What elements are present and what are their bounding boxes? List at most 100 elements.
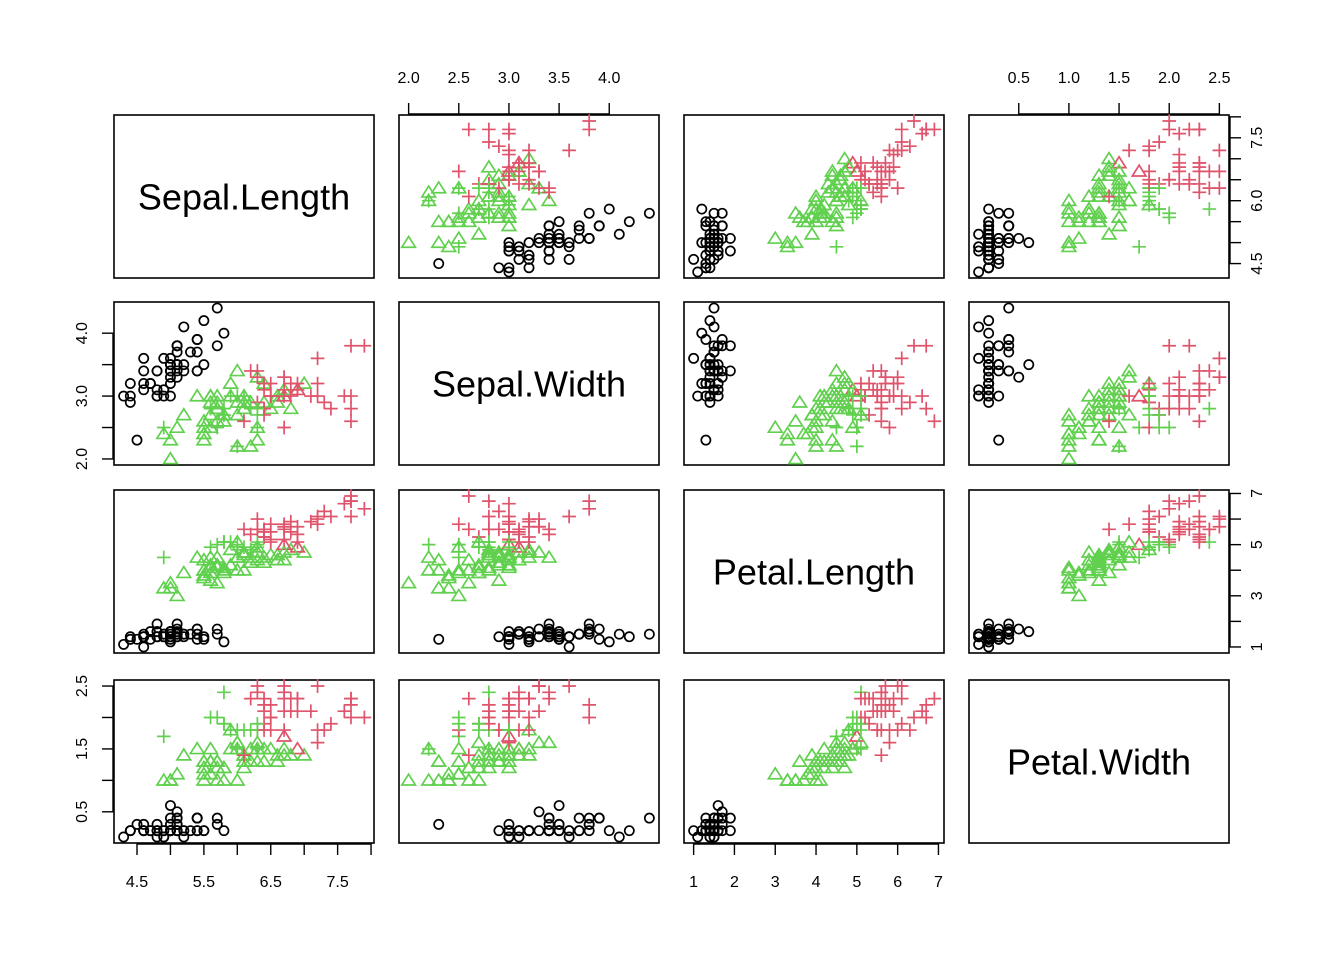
data-point [828,394,845,408]
top-tick-label-petal-width: 1.5 [1108,70,1130,87]
data-point [400,575,417,589]
data-point [480,747,498,761]
data-point [983,371,995,383]
data-point [1070,426,1088,440]
data-point [490,549,508,563]
plus-marker [854,742,868,756]
data-point [854,389,868,403]
data-point [171,346,183,358]
data-point [215,413,233,427]
circle-marker [211,340,223,352]
data-point [124,390,136,402]
triangle-marker [1100,159,1118,173]
data-point [164,800,176,811]
data-point [462,691,476,706]
circle-marker [211,623,223,635]
circle-marker [533,825,545,837]
circle-marker [164,818,176,830]
data-point [263,532,278,547]
data-point [708,340,720,352]
data-point [716,825,728,837]
data-point [171,365,183,377]
triangle-marker [795,213,813,228]
data-point [185,825,196,837]
triangle-marker [832,753,849,768]
data-point [310,376,325,391]
triangle-marker [269,552,286,566]
data-point [704,216,716,228]
data-point [1080,205,1098,219]
triangle-marker [520,741,538,755]
data-point [230,439,245,454]
circle-marker [503,262,515,274]
plus-marker [1172,156,1187,170]
circle-marker [692,390,704,402]
triangle-marker [828,394,845,408]
plus-marker [462,522,476,537]
data-point [815,741,833,755]
circle-marker [583,232,595,244]
triangle-marker [1070,426,1088,440]
circle-marker [158,352,170,364]
circle-marker [1003,346,1015,358]
circle-marker [124,378,136,389]
data-point [593,633,605,645]
data-point [195,570,213,584]
circle-marker [563,241,575,253]
plus-marker [894,716,909,731]
triangle-marker [803,747,821,761]
data-point [583,626,595,638]
data-point [832,753,849,768]
data-point [1080,388,1098,402]
data-point [218,636,230,648]
data-point [228,407,246,421]
data-point [138,384,150,396]
plus-marker [866,704,880,718]
data-point [124,378,136,389]
plus-marker [1192,376,1207,391]
data-point [828,734,845,749]
data-point [700,390,712,402]
data-point [1212,519,1227,534]
triangle-marker [766,766,784,780]
data-point [1100,226,1118,240]
data-point [178,825,190,837]
circle-marker [171,806,183,818]
triangle-marker [824,163,841,177]
data-point [1090,400,1108,415]
triangle-marker [840,197,858,211]
data-point [712,249,724,261]
data-point [1090,432,1108,446]
diagonal-label-sepal-width: Sepal.Width [432,364,626,405]
triangle-marker [430,562,448,576]
plus-marker [462,489,476,503]
data-point [344,338,358,353]
data-point [919,338,934,353]
plus-marker [482,509,496,524]
data-point [1122,143,1136,158]
triangle-marker [1090,176,1108,190]
data-point [310,679,325,693]
circle-marker [118,831,130,843]
circle-marker [983,327,995,339]
data-point [573,224,585,236]
data-point [482,698,496,712]
data-point [178,628,190,640]
data-point [503,631,515,643]
data-point [482,122,496,137]
circle-marker [553,237,565,249]
plus-marker [310,679,325,693]
data-point [807,438,825,452]
data-point [533,237,545,249]
data-point [520,541,538,556]
data-point [500,205,518,219]
data-point [563,641,575,653]
data-point [490,205,508,219]
data-point [168,588,186,602]
plus-marker [582,114,596,128]
data-point [523,253,535,265]
data-point [1100,394,1118,408]
circle-marker [144,825,156,837]
data-point [269,547,286,561]
circle-marker [131,818,143,830]
